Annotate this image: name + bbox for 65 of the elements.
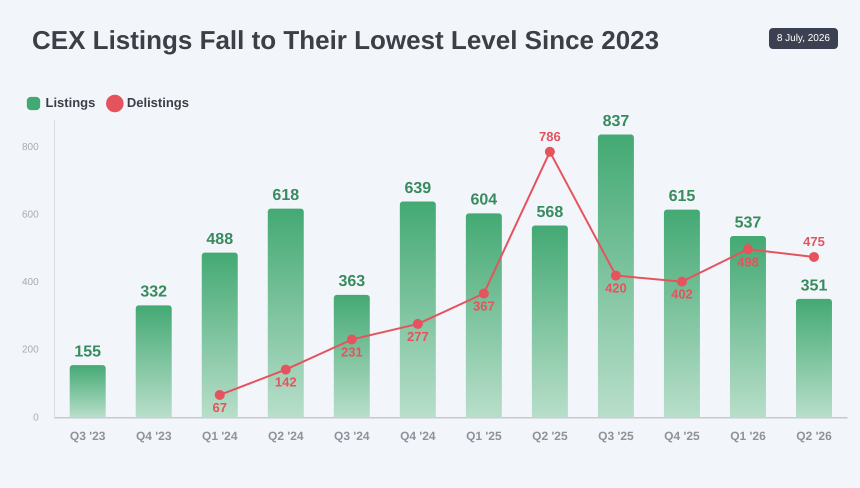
- legend-label: Listings: [46, 95, 96, 110]
- point: [676, 276, 687, 287]
- bar: [466, 213, 502, 418]
- y-tick-label: 400: [22, 277, 40, 288]
- bar: [730, 236, 766, 418]
- data-label: 568: [536, 204, 564, 221]
- bar: [70, 365, 106, 418]
- data-label: 837: [602, 112, 630, 130]
- data-label: 367: [473, 298, 495, 314]
- y-tick-label: 600: [22, 209, 40, 220]
- point: [478, 288, 489, 298]
- chart-title: CEX Listings Fall to Their Lowest Level Since 2023: [32, 25, 660, 56]
- x-tick-label: Q1 '26: [730, 429, 766, 444]
- bar: [136, 305, 172, 418]
- bar: [664, 210, 700, 418]
- x-tick-label: Q2 '25: [532, 429, 568, 444]
- data-label: 402: [671, 286, 693, 302]
- point: [808, 252, 819, 262]
- x-tick-label: Q1 '24: [202, 429, 238, 444]
- bar: [400, 202, 436, 418]
- data-label: 351: [800, 277, 828, 294]
- x-tick-label: Q3 '25: [598, 429, 634, 444]
- point: [214, 390, 225, 400]
- legend-label: Delistings: [126, 95, 189, 110]
- y-tick-label: 200: [22, 344, 40, 356]
- data-label: 277: [406, 329, 429, 344]
- data-label: 67: [212, 400, 227, 416]
- bar: [598, 134, 634, 418]
- data-label: 498: [737, 254, 759, 270]
- data-label: 639: [404, 180, 432, 197]
- x-tick-label: Q3 '23: [70, 429, 106, 444]
- text: 8 July, 2026: [768, 28, 838, 49]
- point: [346, 334, 357, 344]
- data-label: 363: [338, 273, 366, 290]
- bar: [796, 298, 832, 418]
- data-label: 475: [803, 234, 825, 250]
- x-tick-label: Q2 '26: [796, 429, 832, 444]
- bar: [334, 294, 370, 418]
- data-label: 488: [206, 230, 234, 248]
- data-label: 231: [340, 344, 363, 360]
- x-tick-label: Q4 '25: [664, 429, 700, 444]
- data-label: 332: [140, 284, 168, 301]
- x-tick-label: Q4 '24: [400, 429, 436, 444]
- data-label: 142: [274, 374, 297, 390]
- point: [544, 146, 555, 157]
- x-tick-label: Q4 '23: [136, 429, 172, 444]
- y-tick-label: 800: [22, 142, 40, 153]
- data-label: 604: [470, 192, 498, 209]
- data-label: 618: [272, 187, 300, 204]
- data-label: 420: [605, 280, 627, 296]
- point: [610, 270, 621, 281]
- data-label: 537: [734, 214, 762, 232]
- x-tick-label: Q3 '24: [334, 429, 370, 444]
- data-label: 155: [74, 344, 102, 361]
- data-label: 786: [539, 128, 561, 144]
- x-tick-label: Q2 '24: [268, 429, 304, 444]
- point: [742, 244, 753, 254]
- bar: [268, 208, 304, 418]
- point: [280, 364, 291, 375]
- bar: [532, 226, 568, 418]
- point: [412, 318, 423, 329]
- bar: [202, 252, 238, 418]
- x-tick-label: Q1 '25: [466, 429, 502, 444]
- data-label: 615: [668, 188, 696, 206]
- y-tick-label: 0: [33, 412, 40, 424]
